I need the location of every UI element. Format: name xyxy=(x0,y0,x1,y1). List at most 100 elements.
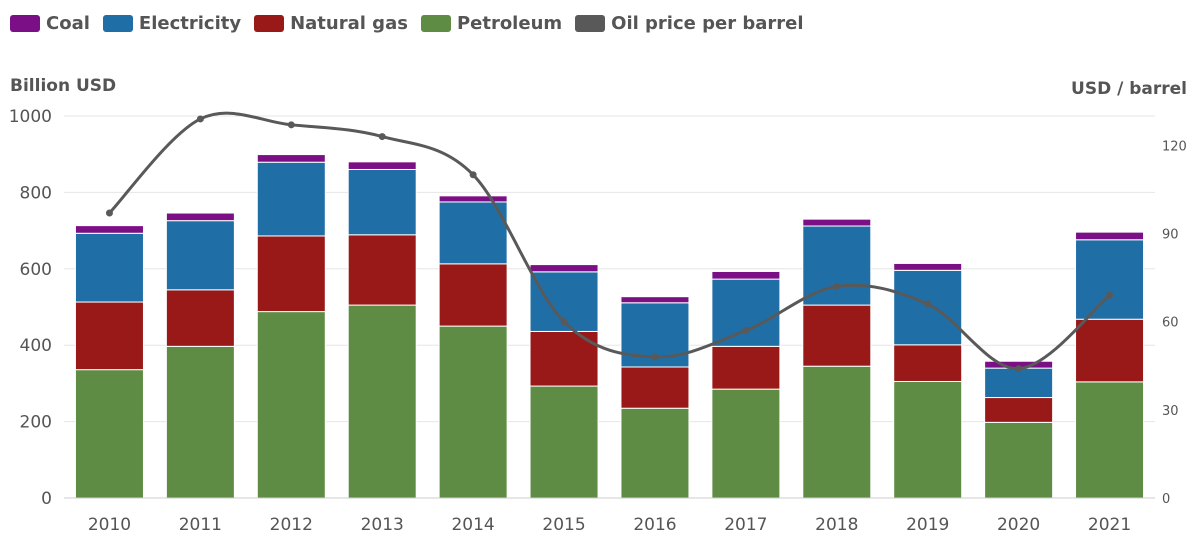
bar-natural-gas-2021[interactable] xyxy=(1075,318,1145,383)
bar-coal-2013[interactable] xyxy=(347,161,417,170)
oil-price-point-2012[interactable] xyxy=(287,121,295,129)
legend-swatch-natural-gas xyxy=(254,14,285,32)
legend-label-oil-price: Oil price per barrel xyxy=(611,12,804,34)
bar-coal-2021[interactable] xyxy=(1075,231,1145,241)
y-tick-label-right: 30 xyxy=(1162,404,1179,419)
oil-price-point-2021[interactable] xyxy=(1106,291,1114,299)
bar-petroleum-2017[interactable] xyxy=(711,388,781,499)
bar-natural-gas-2013[interactable] xyxy=(347,234,417,306)
bar-electricity-2020[interactable] xyxy=(984,367,1054,399)
bar-natural-gas-2012[interactable] xyxy=(256,235,326,313)
bar-electricity-2012[interactable] xyxy=(256,161,326,237)
y-tick-label-left: 400 xyxy=(20,336,52,356)
x-tick-label: 2012 xyxy=(270,515,313,535)
bar-natural-gas-2019[interactable] xyxy=(893,344,963,382)
legend-item-oil-price[interactable]: Oil price per barrel xyxy=(575,12,804,34)
bar-natural-gas-2010[interactable] xyxy=(74,301,144,371)
bar-natural-gas-2018[interactable] xyxy=(802,304,872,367)
bar-petroleum-2018[interactable] xyxy=(802,365,872,499)
bar-petroleum-2012[interactable] xyxy=(256,311,326,499)
x-tick-label: 2015 xyxy=(542,515,585,535)
bar-coal-2016[interactable] xyxy=(620,296,690,304)
bar-petroleum-2011[interactable] xyxy=(165,345,235,499)
legend-item-natural-gas[interactable]: Natural gas xyxy=(254,13,408,34)
x-tick-label: 2020 xyxy=(997,515,1040,535)
bar-electricity-2017[interactable] xyxy=(711,278,781,347)
legend-swatch-oil-price xyxy=(575,14,606,32)
x-tick-label: 2019 xyxy=(906,515,949,535)
bar-natural-gas-2014[interactable] xyxy=(438,263,508,327)
x-tick-label: 2016 xyxy=(633,515,676,535)
y-axis-title-left: Billion USD xyxy=(10,76,117,96)
bar-petroleum-2013[interactable] xyxy=(347,304,417,499)
y-axis-title-right: USD / barrel xyxy=(1071,79,1187,99)
legend-swatch-electricity xyxy=(102,14,133,32)
bar-petroleum-2021[interactable] xyxy=(1075,381,1145,499)
legend-label-electricity: Electricity xyxy=(138,12,242,34)
oil-price-point-2011[interactable] xyxy=(196,115,204,123)
bar-electricity-2010[interactable] xyxy=(74,232,144,303)
x-tick-label: 2011 xyxy=(179,515,222,535)
axes: 0 200 400 600 800 1000 0 30 60 90 120 2010 2011 2012 2… xyxy=(9,107,1187,535)
bar-petroleum-2015[interactable] xyxy=(529,385,599,499)
bar-coal-2019[interactable] xyxy=(893,262,963,271)
x-tick-label: 2014 xyxy=(451,515,494,535)
oil-price-point-2020[interactable] xyxy=(1015,365,1023,373)
bar-petroleum-2020[interactable] xyxy=(984,421,1054,499)
y-tick-label-left: 200 xyxy=(20,413,52,433)
bar-electricity-2011[interactable] xyxy=(165,220,235,291)
oil-price-point-2018[interactable] xyxy=(833,282,841,290)
y-tick-label-left: 600 xyxy=(20,260,52,280)
legend-swatch-coal xyxy=(10,14,40,32)
oil-price-point-2017[interactable] xyxy=(742,327,750,335)
legend-item-coal[interactable]: Coal xyxy=(10,13,90,34)
bar-electricity-2021[interactable] xyxy=(1075,239,1145,320)
bar-coal-2010[interactable] xyxy=(74,225,144,234)
bar-coal-2017[interactable] xyxy=(711,270,781,280)
legend: Coal Electricity Natural gas Petroleum O… xyxy=(10,10,817,36)
bar-coal-2012[interactable] xyxy=(256,154,326,163)
legend-item-petroleum[interactable]: Petroleum xyxy=(420,12,563,34)
y-tick-label-left: 0 xyxy=(41,489,52,509)
bar-natural-gas-2020[interactable] xyxy=(984,397,1054,423)
bar-coal-2015[interactable] xyxy=(529,264,599,273)
legend-label-natural-gas: Natural gas xyxy=(290,12,408,34)
y-tick-label-left: 800 xyxy=(20,183,52,203)
y-tick-label-right: 60 xyxy=(1162,316,1179,331)
legend-swatch-petroleum xyxy=(420,14,451,32)
legend-label-coal: Coal xyxy=(46,12,90,34)
bar-natural-gas-2016[interactable] xyxy=(620,366,690,409)
bar-electricity-2019[interactable] xyxy=(893,269,963,346)
oil-price-point-2015[interactable] xyxy=(560,318,568,326)
bar-petroleum-2014[interactable] xyxy=(438,325,508,499)
legend-label-petroleum: Petroleum xyxy=(456,12,563,34)
bar-coal-2014[interactable] xyxy=(438,195,508,203)
legend-item-electricity[interactable]: Electricity xyxy=(102,12,242,34)
oil-price-line-path[interactable] xyxy=(108,111,1111,371)
x-tick-label: 2010 xyxy=(88,515,131,535)
y-tick-label-left: 1000 xyxy=(9,107,52,127)
oil-price-point-2013[interactable] xyxy=(378,133,386,141)
oil-price-point-2019[interactable] xyxy=(924,300,932,308)
bar-petroleum-2019[interactable] xyxy=(893,380,963,499)
oil-price-point-2016[interactable] xyxy=(651,353,659,361)
y-tick-label-right: 0 xyxy=(1162,492,1170,507)
bar-natural-gas-2011[interactable] xyxy=(165,289,235,347)
bar-petroleum-2010[interactable] xyxy=(74,369,144,499)
x-tick-label: 2013 xyxy=(361,515,404,535)
y-tick-label-right: 120 xyxy=(1162,139,1187,154)
x-tick-label: 2021 xyxy=(1088,515,1131,535)
bar-coal-2018[interactable] xyxy=(802,218,872,227)
oil-price-line xyxy=(105,111,1114,373)
x-tick-label: 2017 xyxy=(724,515,767,535)
x-tick-label: 2018 xyxy=(815,515,858,535)
y-tick-label-right: 90 xyxy=(1162,228,1179,243)
bar-coal-2011[interactable] xyxy=(165,212,235,222)
bar-natural-gas-2017[interactable] xyxy=(711,345,781,390)
bar-electricity-2013[interactable] xyxy=(347,168,417,236)
oil-price-point-2014[interactable] xyxy=(469,171,477,179)
oil-price-point-2010[interactable] xyxy=(105,209,113,217)
bar-petroleum-2016[interactable] xyxy=(620,407,690,499)
